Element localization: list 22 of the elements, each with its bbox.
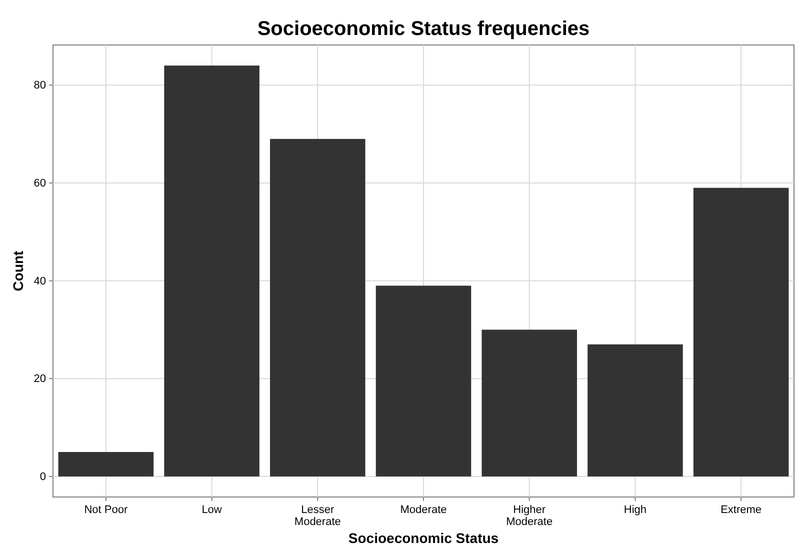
y-tick-label: 60 — [34, 177, 46, 190]
y-tick-label: 20 — [34, 373, 46, 386]
x-tick-label: Extreme — [720, 504, 762, 516]
bar — [588, 344, 683, 476]
x-axis-title: Socioeconomic Status — [348, 530, 499, 546]
bar — [164, 66, 260, 476]
bar — [58, 452, 154, 476]
y-axis-title: Count — [10, 250, 26, 292]
x-tick-label: Low — [202, 504, 222, 516]
bar — [270, 138, 366, 476]
chart-title: Socioeconomic Status frequencies — [257, 18, 590, 40]
y-tick-label: 80 — [34, 80, 46, 92]
y-tick-label: 0 — [40, 470, 46, 483]
x-tick-label: Higher Moderate — [506, 504, 553, 528]
bar — [376, 286, 472, 476]
bar — [693, 188, 789, 476]
x-tick-label: Moderate — [400, 504, 447, 516]
y-tick-label: 40 — [34, 275, 46, 288]
x-tick-label: Not Poor — [84, 504, 128, 516]
x-tick-label: Lesser Moderate — [294, 504, 341, 528]
bar — [482, 330, 577, 476]
x-tick-label: High — [624, 504, 647, 516]
